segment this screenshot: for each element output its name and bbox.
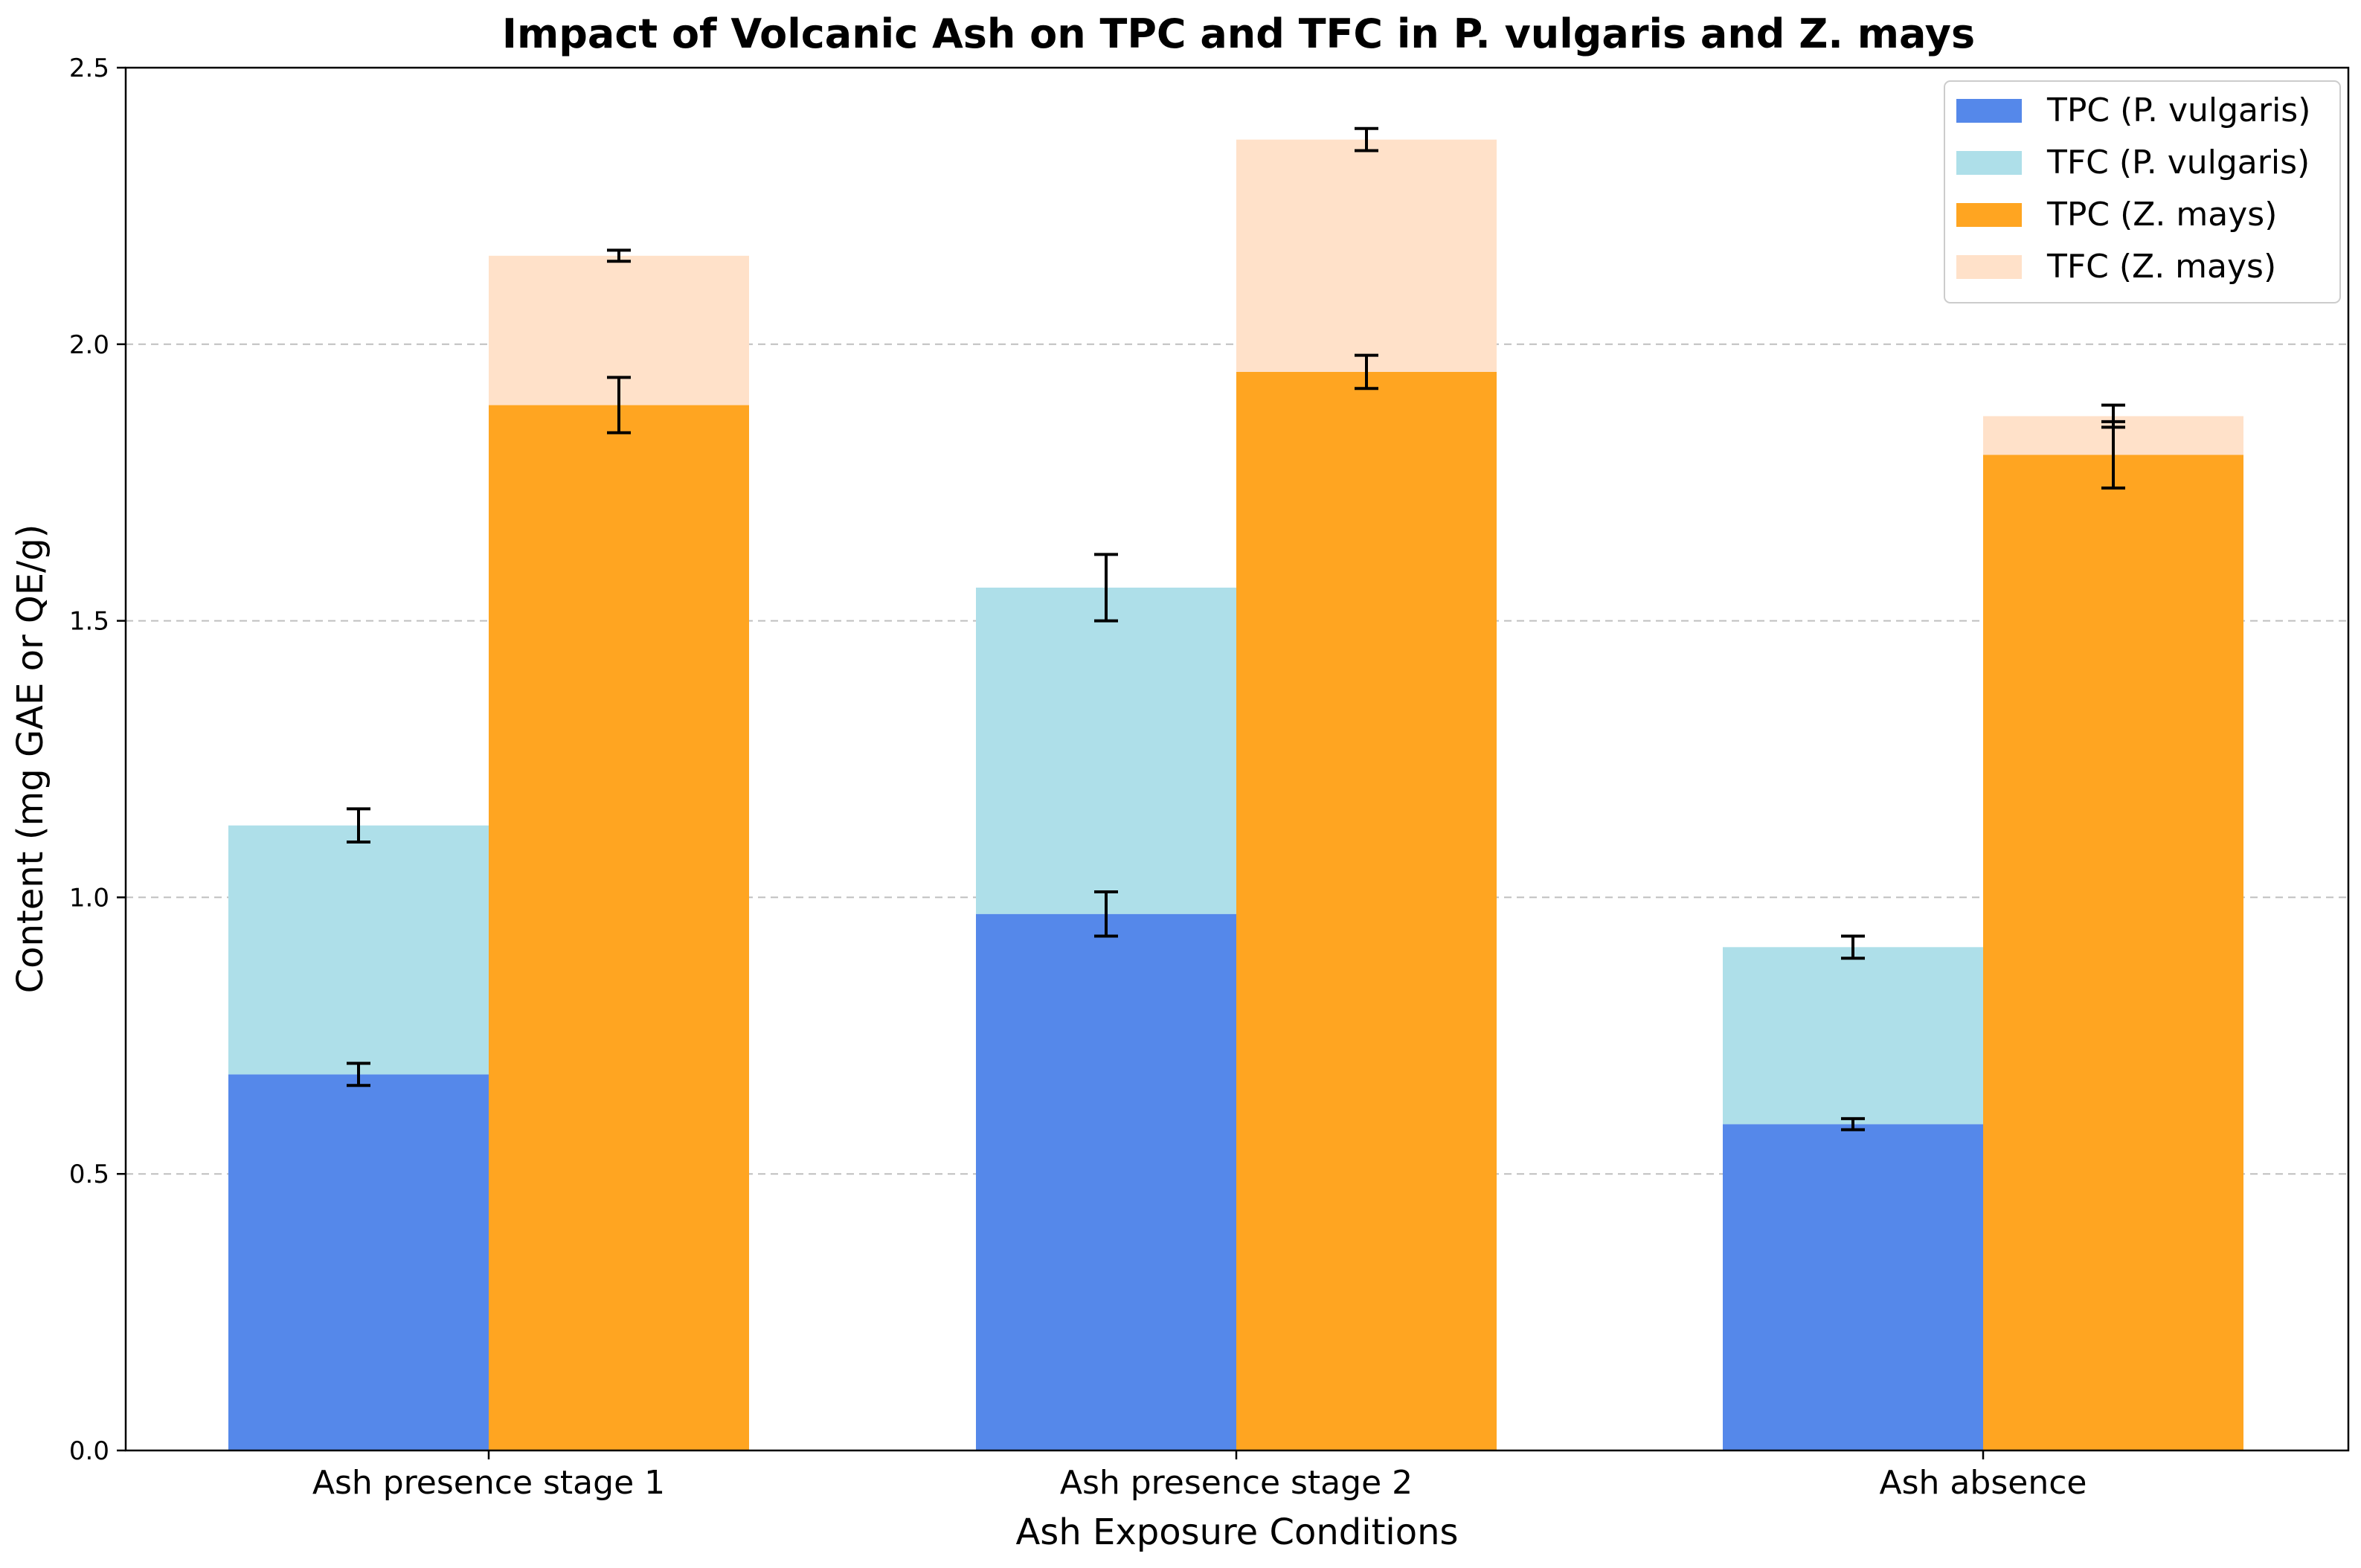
bar-tfc-p-vulgaris-ash-presence-stage-2 [976,587,1236,914]
y-tick-label-1-5: 1.5 [69,607,109,637]
bar-tfc-p-vulgaris-ash-presence-stage-1 [228,825,489,1075]
legend-label-tfc-p-vulgaris: TFC (P. vulgaris) [2046,144,2310,181]
bar-tfc-z-mays-ash-presence-stage-2 [1236,139,1497,372]
legend-label-tpc-p-vulgaris: TPC (P. vulgaris) [2046,91,2310,129]
bar-tpc-p-vulgaris-ash-presence-stage-2 [976,913,1236,1450]
legend-swatch-tfc-p-vulgaris [1956,151,2022,175]
error-bar-tfc-p-vulgaris-ash-presence-stage-1 [347,807,370,844]
y-axis-label: Content (mg GAE or QE/g) [10,524,51,994]
bar-tpc-z-mays-ash-presence-stage-2 [1236,371,1497,1451]
error-bar-tpc-p-vulgaris-ash-presence-stage-2 [1094,890,1118,938]
legend-swatch-tfc-z-mays [1956,255,2022,279]
bars [228,139,2243,1451]
y-tick-label-0-5: 0.5 [69,1160,109,1189]
legend-swatch-tpc-z-mays [1956,203,2022,227]
legend-label-tfc-z-mays: TFC (Z. mays) [2046,248,2276,286]
error-bar-tfc-z-mays-ash-presence-stage-1 [607,248,631,263]
error-bar-tfc-p-vulgaris-ash-presence-stage-2 [1094,553,1118,623]
bar-tpc-z-mays-ash-presence-stage-1 [489,405,749,1451]
chart-title: Impact of Volcanic Ash on TPC and TFC in… [502,10,1975,57]
y-tick-label-2-5: 2.5 [69,54,109,83]
legend-swatch-tpc-p-vulgaris [1956,99,2022,123]
y-tick-label-2-0: 2.0 [69,330,109,360]
error-bar-tpc-p-vulgaris-ash-absence [1841,1116,1865,1131]
x-tick-label-ash-presence-stage-2: Ash presence stage 2 [1060,1464,1413,1502]
error-bar-tpc-z-mays-ash-presence-stage-1 [607,376,631,434]
bar-tfc-p-vulgaris-ash-absence [1723,947,1983,1125]
y-axis-ticks: 0.0 0.5 1.0 1.5 2.0 2.5 [69,54,126,1466]
legend-box [1944,80,2341,303]
bar-tpc-p-vulgaris-ash-absence [1723,1124,1983,1450]
error-bar-tpc-p-vulgaris-ash-presence-stage-1 [347,1061,370,1087]
error-bar-tfc-p-vulgaris-ash-absence [1841,934,1865,960]
error-bar-tfc-z-mays-ash-presence-stage-2 [1355,126,1378,152]
bar-tpc-z-mays-ash-absence [1983,454,2243,1450]
x-tick-label-ash-absence: Ash absence [1880,1464,2087,1502]
legend: TPC (P. vulgaris) TFC (P. vulgaris) TPC … [1944,80,2341,303]
y-tick-label-1-0: 1.0 [69,883,109,913]
x-axis-ticks: Ash presence stage 1 Ash presence stage 2… [312,1450,2087,1502]
legend-label-tpc-z-mays: TPC (Z. mays) [2046,196,2277,234]
x-tick-label-ash-presence-stage-1: Ash presence stage 1 [312,1464,665,1502]
error-bar-tpc-z-mays-ash-presence-stage-2 [1355,353,1378,391]
x-axis-label: Ash Exposure Conditions [1015,1511,1458,1553]
y-tick-label-0-0: 0.0 [69,1436,109,1466]
error-bars [347,126,2125,1131]
bar-tpc-p-vulgaris-ash-presence-stage-1 [228,1074,489,1450]
error-bar-tfc-z-mays-ash-absence [2101,403,2125,429]
